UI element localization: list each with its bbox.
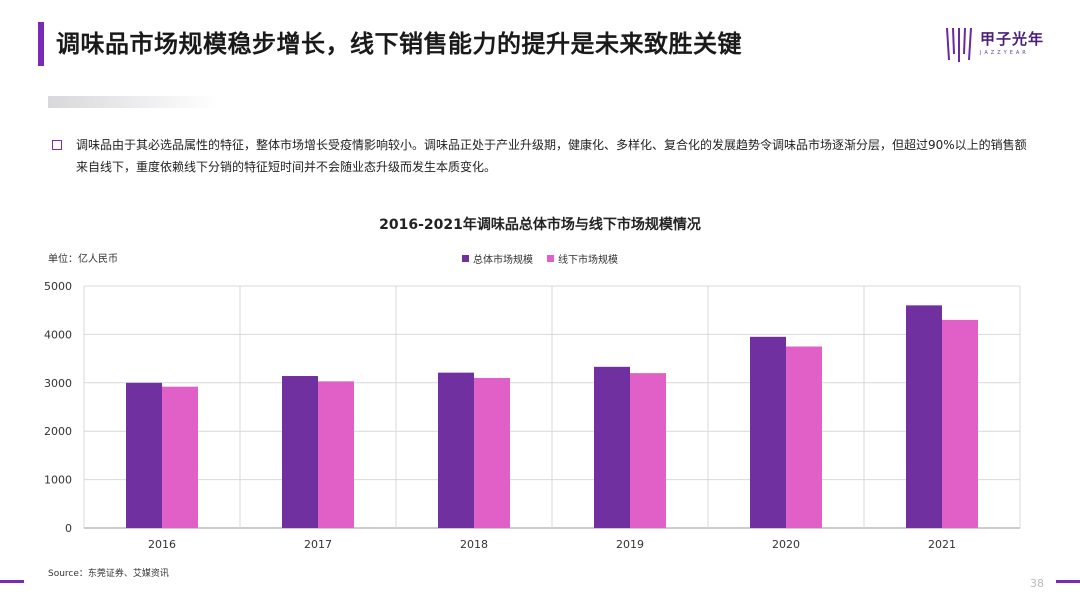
bar-total-2016: [126, 382, 162, 528]
legend-label-total: 总体市场规模: [473, 255, 533, 266]
footer-accent-right: [1056, 580, 1080, 583]
chart-title: 2016-2021年调味品总体市场与线下市场规模情况: [379, 217, 701, 233]
footer-accent-left: [0, 580, 24, 583]
bar-offline-2016: [162, 386, 198, 528]
logo-subtext: JAZZYEAR: [980, 50, 1029, 56]
title-accent-bar: [38, 22, 44, 66]
legend-label-offline: 线下市场规模: [558, 255, 618, 266]
chart-unit-label: 单位：亿人民币: [48, 254, 118, 265]
x-tick-label: 2016: [148, 538, 176, 551]
x-tick-label: 2019: [616, 538, 644, 551]
chart-legend: 总体市场规模 线下市场规模: [462, 251, 618, 266]
y-tick-label: 0: [65, 522, 72, 535]
page-title: 调味品市场规模稳步增长，线下销售能力的提升是未来致胜关键: [56, 30, 742, 58]
y-tick-label: 5000: [44, 280, 72, 293]
source-note: Source：东莞证券、艾媒资讯: [48, 569, 169, 579]
bar-offline-2019: [630, 373, 666, 528]
legend-swatch-total: [462, 255, 469, 262]
logo-text: 甲子光年: [980, 30, 1045, 48]
x-tick-label: 2018: [460, 538, 488, 551]
legend-swatch-offline: [547, 255, 554, 262]
bar-total-2020: [750, 336, 786, 528]
bar-total-2021: [906, 305, 942, 528]
logo-mark-icon: [946, 27, 972, 62]
title-underline-decoration: [48, 96, 218, 108]
bar-offline-2017: [318, 381, 354, 528]
bar-offline-2020: [786, 346, 822, 528]
y-tick-label: 3000: [44, 377, 72, 390]
bar-total-2017: [282, 376, 318, 528]
x-tick-label: 2020: [772, 538, 800, 551]
description-text: 调味品由于其必选品属性的特征，整体市场增长受疫情影响较小。调味品正处于产业升级期…: [76, 138, 1027, 174]
page-number: 38: [1030, 577, 1044, 590]
bar-total-2019: [594, 366, 630, 528]
legend-item-offline: 线下市场规模: [547, 251, 618, 266]
bar-offline-2018: [474, 377, 510, 528]
bar-offline-2021: [942, 319, 978, 528]
bar-total-2018: [438, 372, 474, 528]
bullet-square-icon: [52, 140, 62, 150]
x-tick-label: 2017: [304, 538, 332, 551]
y-tick-label: 4000: [44, 328, 72, 341]
brand-logo: 甲子光年 JAZZYEAR: [944, 24, 1054, 68]
legend-item-total: 总体市场规模: [462, 251, 533, 266]
x-tick-label: 2021: [928, 538, 956, 551]
y-tick-label: 1000: [44, 474, 72, 487]
y-tick-label: 2000: [44, 425, 72, 438]
